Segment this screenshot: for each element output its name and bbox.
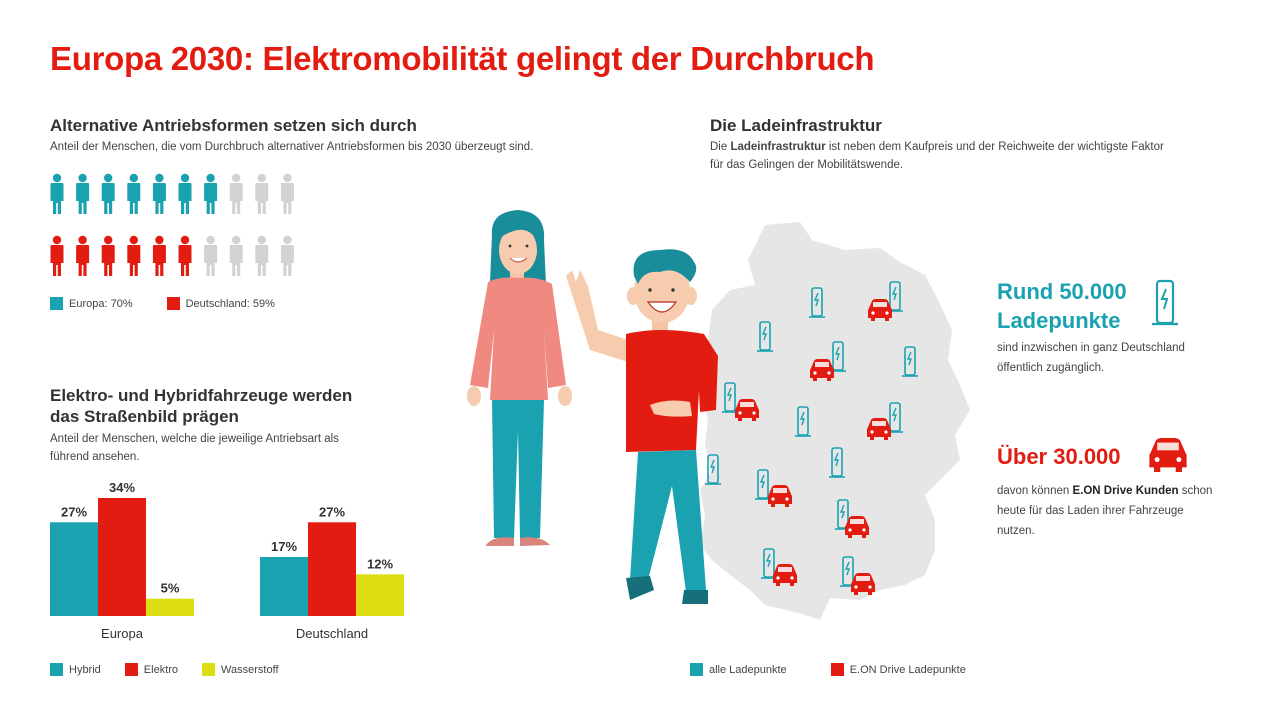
map-legend: alle Ladepunkte E.ON Drive Ladepunkte [690,663,966,676]
person-icon-filled [127,235,141,276]
legend-item-wasserstoff: Wasserstoff [202,663,279,676]
legend-label: E.ON Drive Ladepunkte [849,663,966,676]
stat-text-line: sind inzwischen in ganz Deutschland [997,342,1185,354]
person-icon-filled [101,173,115,214]
page-title: Europa 2030: Elektromobilität gelingt de… [50,40,875,77]
legend-swatch [50,663,63,676]
bar-wasserstoff-europa [146,598,194,616]
legend-label: Hybrid [69,663,101,676]
person-icon-filled [152,173,166,214]
stat-text-line: nutzen. [997,525,1035,537]
bar-value-label: 27% [61,504,87,519]
infrastructure-text-line: Die Ladeinfrastruktur ist neben dem Kauf… [710,138,1164,156]
category-label: Deutschland [296,626,368,641]
text-bold: Ladeinfrastruktur [730,141,826,153]
stat-ladepunkte-text: sind inzwischen in ganz Deutschland öffe… [997,338,1185,378]
legend-item-hybrid: Hybrid [50,663,101,676]
legend-swatch [50,297,63,310]
legend-swatch [202,663,216,676]
person-icon-empty [280,235,294,276]
legend-item-alle-ladepunkte: alle Ladepunkte [690,663,787,676]
car-icon [1149,437,1187,473]
bar-chart-subtitle: Anteil der Menschen, welche die jeweilig… [50,430,339,466]
bar-value-label: 17% [271,539,297,554]
legend-item-europa: Europa: 70% [50,297,133,310]
stat-ladepunkte-value: Rund 50.000 Ladepunkte [997,277,1127,335]
person-icon-filled [127,173,141,214]
text-span: schon [1178,485,1213,497]
legend-item-deutschland: Deutschland: 59% [166,297,275,310]
category-label: Europa [101,626,144,641]
person-icon-filled [178,173,192,214]
person-icon-empty [229,235,243,276]
stat-line: Rund 50.000 [997,279,1127,304]
bar-value-label: 27% [319,504,345,519]
bar-chart: 27% 34% 5% Europa 17% 27% 12% Deutschland [50,480,404,641]
person-icon-filled [50,173,64,214]
text-span: davon können [997,485,1073,497]
infrastructure-text-line: für das Gelingen der Mobilitätswende. [710,159,904,171]
stat-text-line: davon können E.ON Drive Kunden schon [997,481,1212,501]
infrastructure-heading: Die Ladeinfrastruktur [710,116,882,135]
text-span: ist neben dem Kaufpreis und der Reichwei… [825,141,1164,153]
pictogram-chart [50,173,294,276]
subtitle-line: Anteil der Menschen, welche die jeweilig… [50,433,339,445]
bar-wasserstoff-deutschland [356,574,404,616]
infrastructure-text: Die Ladeinfrastruktur ist neben dem Kauf… [710,138,1164,174]
person-icon-empty [255,235,269,276]
legend-swatch [124,663,138,676]
bar-hybrid-europa [50,522,98,616]
bar-value-label: 12% [367,556,393,571]
person-icon-filled [50,235,64,276]
legend-swatch [690,663,703,676]
bar-legend: Hybrid Elektro Wasserstoff [50,663,279,676]
bar-elektro-europa [98,498,146,616]
heading-line: Elektro- und Hybridfahrzeuge werden [50,386,353,405]
stat-text-line: öffentlich zugänglich. [997,362,1105,374]
legend-label: Deutschland: 59% [185,297,275,310]
text-span: Die [710,141,731,153]
legend-label: alle Ladepunkte [709,663,787,676]
person-icon-empty [255,173,269,214]
person-icon-filled [178,235,192,276]
woman-figure [467,210,572,546]
legend-label: Europa: 70% [69,297,133,310]
bar-value-label: 5% [161,581,180,596]
person-icon-empty [229,173,243,214]
legend-label: Elektro [143,663,179,676]
person-icon-filled [204,173,218,214]
person-icon-filled [152,235,166,276]
legend-swatch [830,663,844,676]
person-icon-filled [101,235,115,276]
heading-line: das Straßenbild prägen [50,407,239,426]
person-icon-filled [76,235,90,276]
legend-item-elektro: Elektro [124,663,179,676]
person-icon-filled [76,173,90,214]
legend-item-eon-ladepunkte: E.ON Drive Ladepunkte [830,663,966,676]
stat-text-line: heute für das Laden ihrer Fahrzeuge [997,505,1184,517]
bar-elektro-deutschland [308,522,356,616]
bar-value-label: 34% [109,480,135,495]
bar-hybrid-deutschland [260,557,308,616]
charging-station-icon [1152,279,1178,326]
person-icon-empty [204,235,218,276]
text-bold: E.ON Drive Kunden [1072,485,1179,497]
stat-eon-value: Über 30.000 [997,444,1121,469]
man-figure [566,249,718,604]
stat-eon-text: davon können E.ON Drive Kunden schon heu… [997,481,1212,541]
legend-label: Wasserstoff [221,663,279,676]
pictogram-heading: Alternative Antriebsformen setzen sich d… [50,116,417,135]
bar-chart-heading: Elektro- und Hybridfahrzeuge werden das … [50,385,352,427]
stat-line: Ladepunkte [997,308,1121,333]
pictogram-subtitle: Anteil der Menschen, die vom Durchbruch … [50,141,534,153]
person-icon-empty [280,173,294,214]
illustration [467,210,970,620]
pictogram-legend: Europa: 70% Deutschland: 59% [50,297,275,310]
subtitle-line: führend ansehen. [50,451,140,463]
legend-swatch [166,297,180,310]
